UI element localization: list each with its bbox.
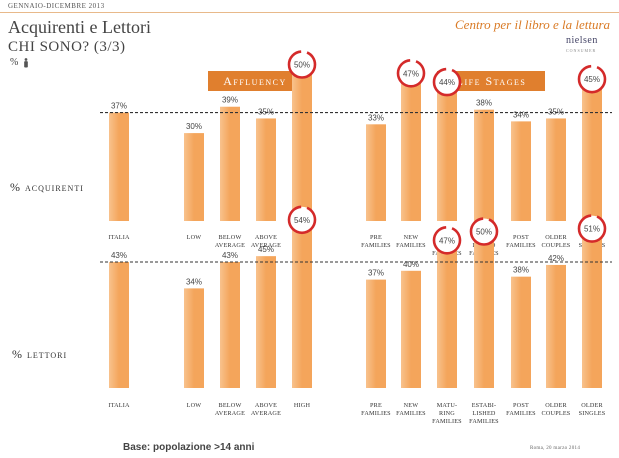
category-label-lettori-4: HIGH xyxy=(294,402,311,409)
bar-acquirenti-9 xyxy=(511,121,531,221)
bar-lettori-7 xyxy=(437,250,457,388)
value-label-acquirenti-10: 35% xyxy=(548,107,564,116)
category-label-acquirenti-6: NEW FAMILIES xyxy=(396,234,426,249)
bar-lettori-8 xyxy=(474,241,494,388)
percent-note: % xyxy=(10,57,19,68)
footer-location: Roma, 20 marzo 2014 xyxy=(530,446,581,451)
bar-acquirenti-0 xyxy=(109,112,129,221)
value-label-acquirenti-4: 50% xyxy=(294,61,310,70)
value-label-lettori-1: 34% xyxy=(186,277,202,286)
bar-acquirenti-6 xyxy=(401,83,421,221)
header-divider xyxy=(0,12,619,13)
bar-lettori-0 xyxy=(109,262,129,388)
person-icon xyxy=(24,58,28,68)
value-label-acquirenti-8: 38% xyxy=(476,99,492,108)
bar-lettori-11 xyxy=(582,238,602,388)
value-label-acquirenti-2: 39% xyxy=(222,96,238,105)
value-label-acquirenti-9: 34% xyxy=(513,110,529,119)
highlight-circle-lettori-7 xyxy=(432,225,462,255)
partner-logo: nielsen xyxy=(566,35,598,46)
bar-acquirenti-11 xyxy=(582,89,602,222)
bar-lettori-9 xyxy=(511,276,531,388)
category-label-lettori-8: ESTABI-LISHED FAMILIES xyxy=(469,402,499,425)
category-label-acquirenti-0: ITALIA xyxy=(108,234,130,241)
section-affluency: Affluency xyxy=(208,71,302,91)
value-label-lettori-11: 51% xyxy=(584,225,600,234)
partner-tagline: CONSUMER xyxy=(566,48,597,53)
highlight-circle-acquirenti-4 xyxy=(287,50,317,79)
highlight-circle-acquirenti-11 xyxy=(577,64,607,94)
value-label-lettori-10: 42% xyxy=(548,254,564,263)
highlight-circle-lettori-11 xyxy=(577,214,607,243)
bar-acquirenti-4 xyxy=(292,74,312,221)
page-subtitle: CHI SONO? (3/3) xyxy=(8,39,126,55)
bar-acquirenti-3 xyxy=(256,118,276,221)
bar-lettori-4 xyxy=(292,229,312,388)
value-label-lettori-3: 45% xyxy=(258,245,274,254)
bar-lettori-10 xyxy=(546,264,566,388)
highlight-circle-acquirenti-6 xyxy=(396,58,426,88)
base-note: Base: popolazione >14 anni xyxy=(123,442,255,453)
bar-acquirenti-2 xyxy=(220,106,240,221)
bar-acquirenti-10 xyxy=(546,118,566,221)
highlight-circle-lettori-4 xyxy=(287,205,317,235)
value-label-lettori-8: 50% xyxy=(476,228,492,237)
category-label-lettori-10: OLDER COUPLES xyxy=(542,402,571,417)
value-label-lettori-5: 37% xyxy=(368,269,384,278)
value-label-lettori-4: 54% xyxy=(294,216,310,225)
category-label-acquirenti-3: ABOVE AVERAGE xyxy=(251,234,281,249)
value-label-lettori-6: 40% xyxy=(403,260,419,269)
category-label-lettori-5: PRE FAMILIES xyxy=(361,402,391,417)
value-label-lettori-2: 43% xyxy=(222,251,238,260)
bar-lettori-1 xyxy=(184,288,204,388)
value-label-lettori-7: 47% xyxy=(439,236,455,245)
category-label-lettori-1: LOW xyxy=(187,402,202,409)
category-label-acquirenti-9: POST FAMILIES xyxy=(506,234,536,249)
bar-acquirenti-1 xyxy=(184,133,204,221)
row-label-acquirenti: % acquirenti xyxy=(10,180,84,194)
highlight-circle-acquirenti-7 xyxy=(432,67,462,97)
category-label-acquirenti-1: LOW xyxy=(187,234,202,241)
bar-lettori-5 xyxy=(366,279,386,388)
category-label-lettori-11: OLDER SINGLES xyxy=(579,402,606,417)
period-label: gennaio-dicembre 2013 xyxy=(8,2,105,10)
category-label-acquirenti-2: BELOW AVERAGE xyxy=(215,234,245,249)
category-label-lettori-7: MATU-RING FAMILIES xyxy=(432,402,462,425)
bar-lettori-6 xyxy=(401,270,421,388)
bar-acquirenti-7 xyxy=(437,92,457,221)
value-label-lettori-9: 38% xyxy=(513,266,529,275)
value-label-acquirenti-6: 47% xyxy=(403,69,419,78)
bar-lettori-3 xyxy=(256,256,276,388)
value-label-acquirenti-3: 35% xyxy=(258,107,274,116)
value-label-lettori-0: 43% xyxy=(111,251,127,260)
value-label-acquirenti-1: 30% xyxy=(186,122,202,131)
page-title: Acquirenti e Lettori xyxy=(8,17,151,37)
category-label-lettori-3: ABOVE AVERAGE xyxy=(251,402,281,417)
section-life-stages: Life Stages xyxy=(437,71,545,91)
value-label-acquirenti-11: 45% xyxy=(584,75,600,84)
category-label-lettori-6: NEW FAMILIES xyxy=(396,402,426,417)
highlight-circle-lettori-8 xyxy=(469,217,499,246)
value-label-acquirenti-7: 44% xyxy=(439,78,455,87)
brand-logo: Centro per il libro e la lettura xyxy=(455,17,611,32)
category-label-lettori-2: BELOW AVERAGE xyxy=(215,402,245,417)
category-label-lettori-9: POST FAMILIES xyxy=(506,402,536,417)
bar-acquirenti-5 xyxy=(366,124,386,221)
bar-lettori-2 xyxy=(220,262,240,388)
row-label-lettori: % lettori xyxy=(12,347,68,361)
value-label-acquirenti-0: 37% xyxy=(111,102,127,111)
bar-acquirenti-8 xyxy=(474,109,494,221)
category-label-acquirenti-10: OLDER COUPLES xyxy=(542,234,571,249)
category-label-acquirenti-5: PRE FAMILIES xyxy=(361,234,391,249)
category-label-lettori-0: ITALIA xyxy=(108,402,130,409)
value-label-acquirenti-5: 33% xyxy=(368,113,384,122)
